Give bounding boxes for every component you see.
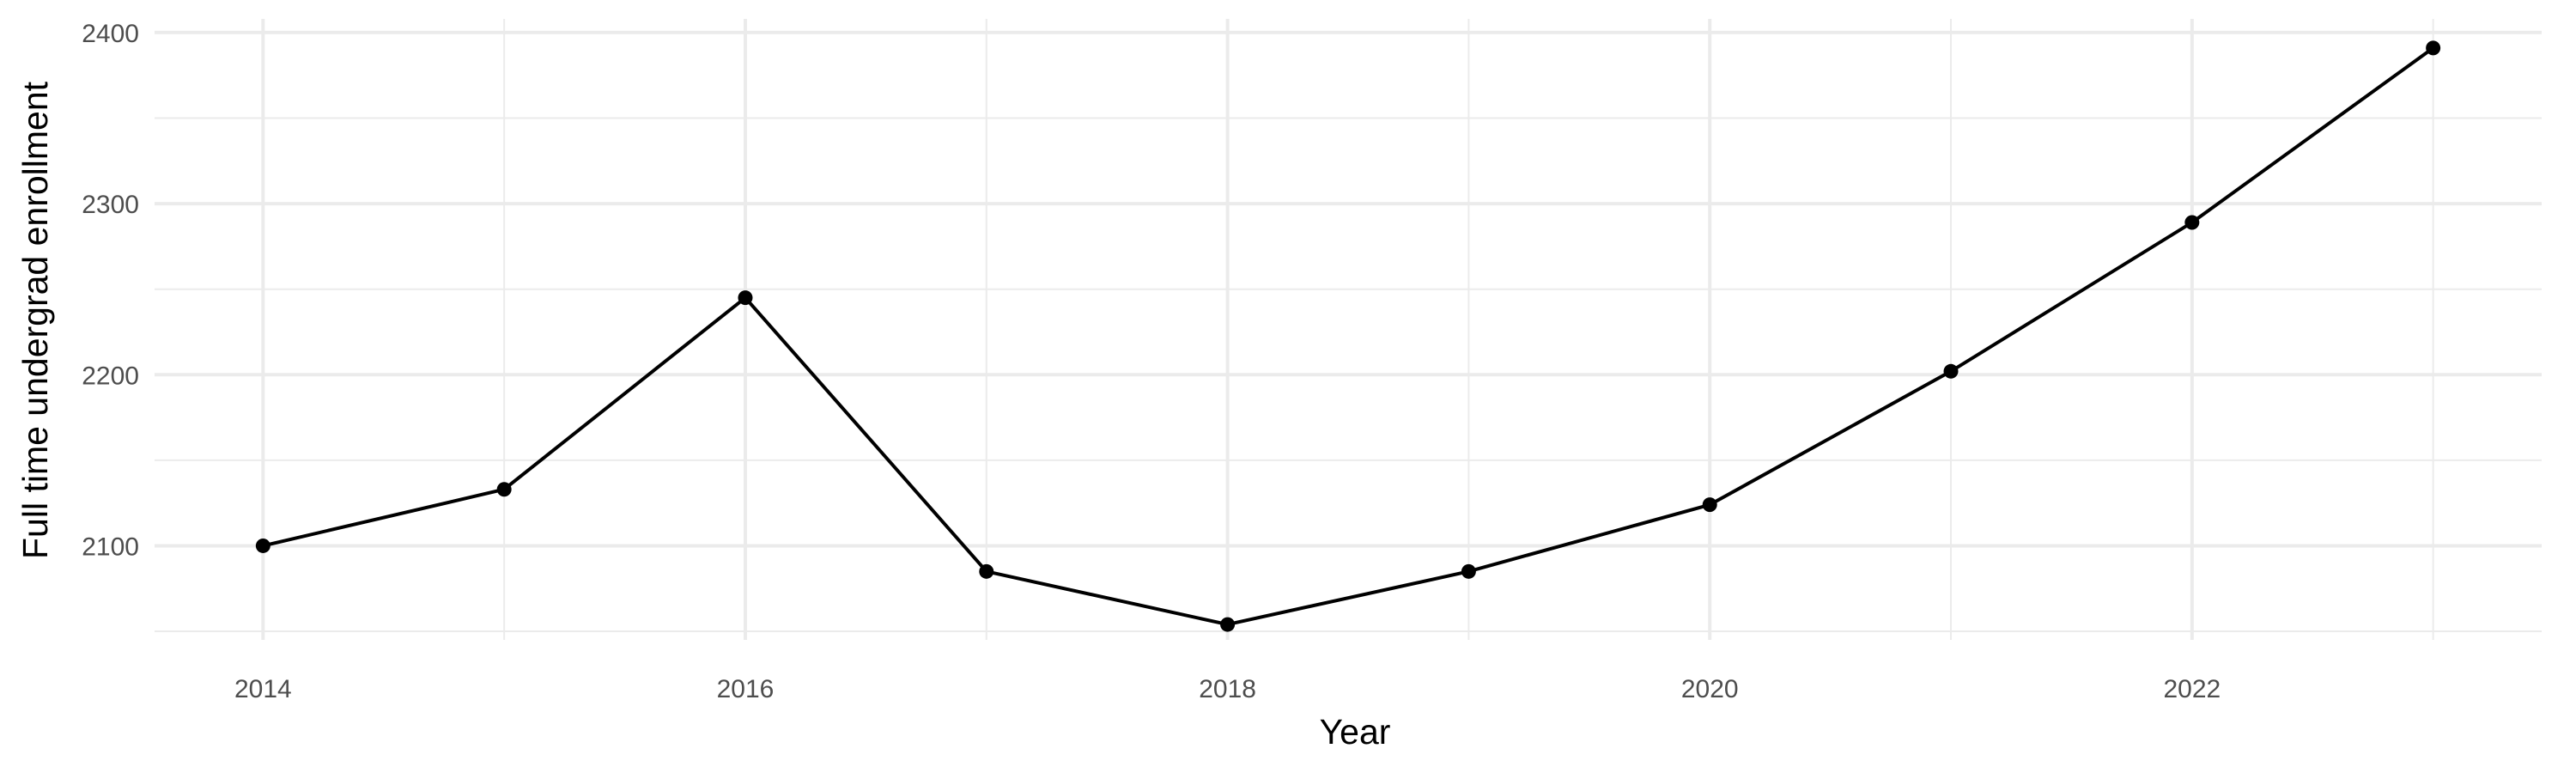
series-line: [261, 46, 2435, 627]
major-gridlines: [155, 19, 2542, 640]
data-point: [2426, 40, 2441, 56]
data-point: [2184, 215, 2200, 230]
y-axis-tick-labels: 2100 2200 2300 2400: [82, 20, 139, 562]
data-point: [1461, 563, 1476, 579]
x-tick-label: 2020: [1681, 675, 1739, 703]
x-tick-label: 2016: [717, 675, 775, 703]
x-tick-label: 2018: [1199, 675, 1256, 703]
data-series: [255, 40, 2441, 632]
data-point: [255, 538, 270, 553]
data-point: [496, 482, 512, 497]
data-point: [738, 290, 753, 306]
x-tick-label: 2014: [234, 675, 292, 703]
y-tick-label: 2100: [82, 533, 139, 561]
y-axis-title: Full time undergrad enrollment: [15, 81, 55, 559]
x-tick-label: 2022: [2163, 675, 2221, 703]
data-point: [1220, 617, 1236, 632]
data-point: [1702, 497, 1717, 513]
y-tick-label: 2300: [82, 191, 139, 219]
data-point: [979, 563, 994, 579]
x-axis-title: Year: [1320, 712, 1391, 752]
y-tick-label: 2400: [82, 20, 139, 48]
x-axis-tick-labels: 2014 2016 2018 2020 2022: [234, 675, 2221, 703]
y-tick-label: 2200: [82, 362, 139, 390]
minor-gridlines: [155, 19, 2542, 640]
data-point: [1943, 363, 1959, 379]
